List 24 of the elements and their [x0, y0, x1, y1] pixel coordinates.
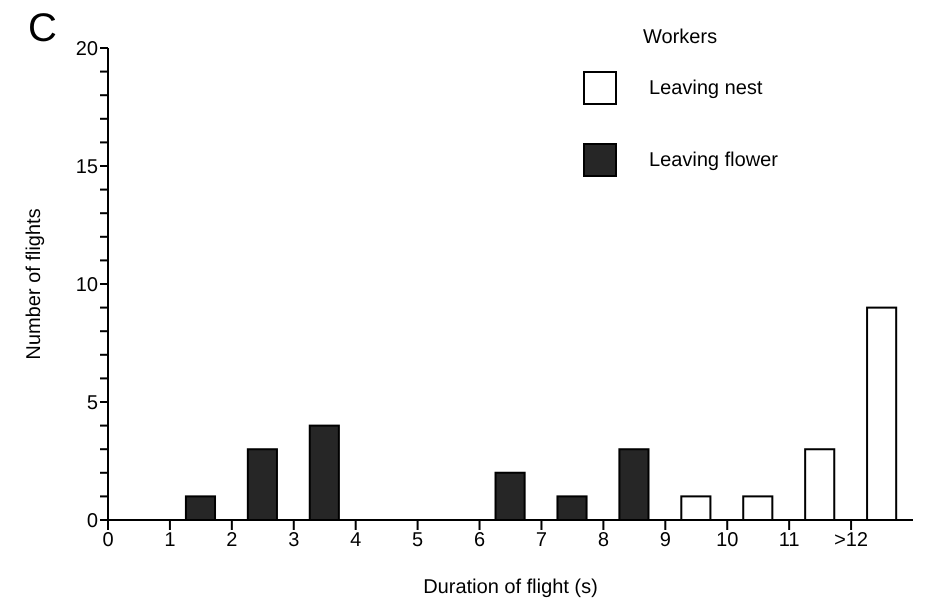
x-tick-label: 7 — [536, 529, 548, 552]
x-tick-label: 11 — [778, 529, 800, 552]
y-axis-title: Number of flights — [23, 208, 46, 360]
y-tick-label: 15 — [76, 156, 98, 178]
text: C — [28, 6, 57, 50]
x-tick-label: 5 — [412, 529, 424, 552]
x-tick-label: 6 — [474, 529, 486, 552]
x-tick-label: 10 — [716, 529, 738, 552]
y-tick-label: 20 — [76, 38, 98, 60]
legend-label: Leaving flower — [649, 148, 778, 172]
x-tick-label: 0 — [102, 529, 114, 552]
y-tick-label: 10 — [76, 274, 98, 296]
x-tick-label: 9 — [660, 529, 671, 552]
x-tick-label: 8 — [598, 529, 609, 552]
x-tick-label: 4 — [350, 529, 362, 552]
legend-label: Leaving nest — [649, 76, 762, 100]
x-tick-label: 3 — [288, 529, 300, 552]
legend-title: Workers — [643, 26, 718, 49]
y-tick-label: 0 — [86, 510, 98, 532]
y-tick-label: 5 — [86, 392, 98, 414]
x-tick-label: 1 — [164, 529, 176, 552]
x-tick-label: >12 — [834, 529, 868, 552]
x-tick-label: 2 — [226, 529, 238, 552]
x-axis-title: Duration of flight (s) — [423, 576, 598, 598]
